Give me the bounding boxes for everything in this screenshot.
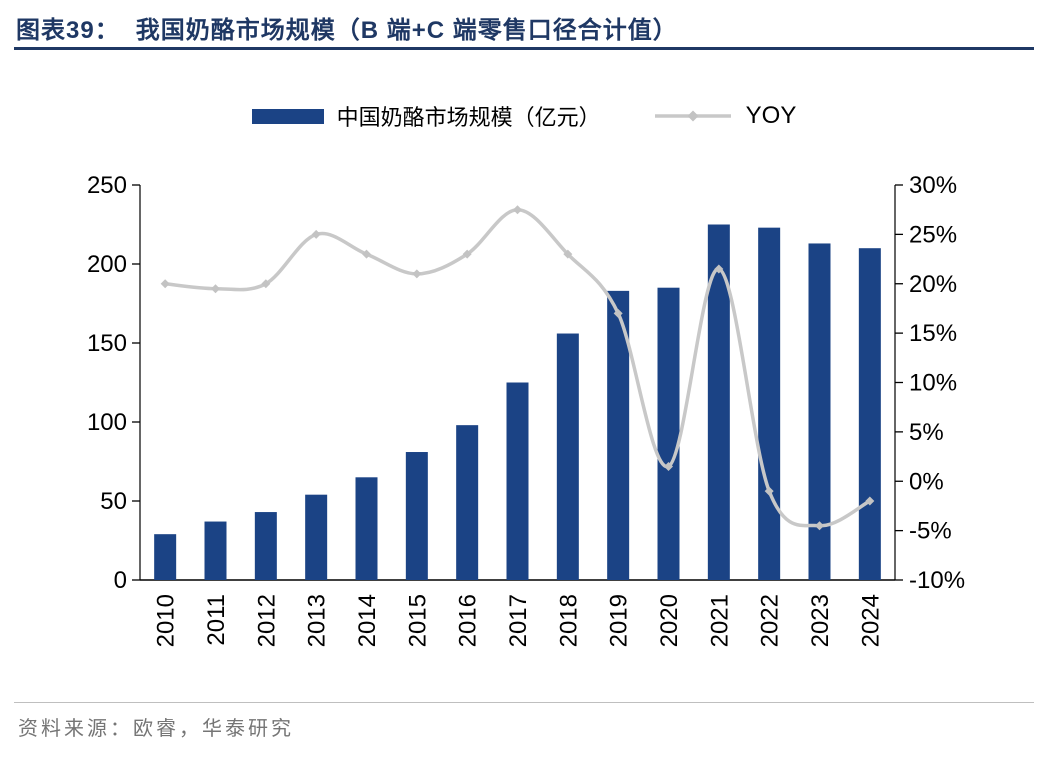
legend: 中国奶酪市场规模（亿元） YOY bbox=[0, 100, 1048, 132]
x-label-2018: 2018 bbox=[555, 594, 582, 647]
legend-item-line: YOY bbox=[653, 102, 797, 130]
yoy-marker-2022 bbox=[764, 486, 774, 496]
left-axis-label: 0 bbox=[114, 567, 127, 594]
yoy-marker-2017 bbox=[513, 205, 522, 215]
x-label-2015: 2015 bbox=[404, 594, 431, 647]
title-underline bbox=[14, 47, 1034, 50]
x-label-2013: 2013 bbox=[304, 594, 331, 647]
yoy-marker-2024 bbox=[865, 496, 875, 506]
left-axis-label: 200 bbox=[87, 251, 127, 278]
right-axis-label: 25% bbox=[909, 221, 957, 248]
right-axis-label: 0% bbox=[909, 468, 944, 495]
chart-title: 图表39： 我国奶酪市场规模（B 端+C 端零售口径合计值） bbox=[16, 10, 678, 45]
legend-line-label: YOY bbox=[745, 102, 797, 129]
left-axis-label: 150 bbox=[87, 330, 127, 357]
bar-2019 bbox=[607, 290, 630, 580]
right-axis-label: 30% bbox=[909, 172, 957, 199]
bar-2021 bbox=[707, 224, 730, 580]
left-axis-label: 250 bbox=[87, 172, 127, 199]
right-axis-label: 15% bbox=[909, 320, 957, 347]
x-label-2019: 2019 bbox=[606, 594, 633, 647]
yoy-marker-2018 bbox=[563, 249, 573, 259]
bar-2022 bbox=[758, 227, 781, 580]
bar-2014 bbox=[355, 477, 378, 580]
yoy-marker-2021 bbox=[714, 264, 724, 274]
footer-divider bbox=[14, 702, 1034, 703]
bar-2020 bbox=[657, 287, 680, 580]
right-axis-label: 10% bbox=[909, 370, 957, 397]
yoy-marker-2010 bbox=[160, 279, 170, 289]
bar-2018 bbox=[556, 333, 579, 580]
yoy-marker-2023 bbox=[815, 521, 824, 531]
right-axis-label: 5% bbox=[909, 419, 944, 446]
legend-bar-swatch bbox=[251, 108, 324, 124]
combo-chart: 0 50 100 150 200 250 -10% -5% 0% 5% 10% 15% 20% 25% 30… bbox=[87, 172, 965, 647]
x-label-2014: 2014 bbox=[354, 594, 381, 647]
bar-2017 bbox=[506, 382, 529, 580]
bar-2016 bbox=[456, 425, 479, 580]
yoy-marker-2016 bbox=[462, 249, 472, 259]
source-note: 资料来源：欧睿，华泰研究 bbox=[18, 718, 294, 740]
yoy-marker-2013 bbox=[311, 229, 321, 239]
bar-2024 bbox=[858, 248, 881, 580]
yoy-marker-2012 bbox=[261, 279, 271, 289]
figure-label: 图表39： bbox=[16, 17, 120, 44]
line-marker-icon bbox=[654, 110, 731, 122]
x-label-2022: 2022 bbox=[757, 594, 784, 647]
bar-2010 bbox=[154, 534, 177, 580]
x-label-2017: 2017 bbox=[505, 594, 532, 647]
x-label-2021: 2021 bbox=[706, 594, 733, 647]
x-label-2023: 2023 bbox=[807, 594, 834, 647]
bar-2023 bbox=[808, 243, 831, 580]
x-label-2024: 2024 bbox=[857, 594, 884, 647]
x-label-2020: 2020 bbox=[656, 594, 683, 647]
yoy-marker-2019 bbox=[613, 308, 623, 318]
yoy-marker-2014 bbox=[362, 249, 371, 259]
bar-2013 bbox=[305, 494, 328, 580]
yoy-marker-2020 bbox=[664, 461, 673, 471]
right-axis-label: -10% bbox=[909, 567, 965, 594]
yoy-marker-2015 bbox=[412, 269, 422, 279]
x-label-2010: 2010 bbox=[153, 594, 180, 647]
left-axis-label: 100 bbox=[87, 409, 127, 436]
figure-title-text: 我国奶酪市场规模（B 端+C 端零售口径合计值） bbox=[135, 17, 678, 44]
yoy-line bbox=[165, 207, 871, 528]
legend-bar-label: 中国奶酪市场规模（亿元） bbox=[336, 105, 601, 130]
x-label-2011: 2011 bbox=[203, 594, 230, 646]
bar-2012 bbox=[254, 512, 277, 580]
legend-line-swatch bbox=[653, 107, 733, 125]
bar-2015 bbox=[405, 452, 428, 580]
left-axis-label: 50 bbox=[100, 488, 127, 515]
right-axis-label: 20% bbox=[909, 271, 957, 298]
bar-2011 bbox=[204, 521, 227, 580]
right-axis-label: -5% bbox=[909, 518, 952, 545]
x-label-2016: 2016 bbox=[455, 594, 482, 647]
yoy-marker-2011 bbox=[211, 284, 220, 294]
x-label-2012: 2012 bbox=[253, 594, 280, 647]
legend-item-bar: 中国奶酪市场规模（亿元） bbox=[251, 100, 601, 132]
